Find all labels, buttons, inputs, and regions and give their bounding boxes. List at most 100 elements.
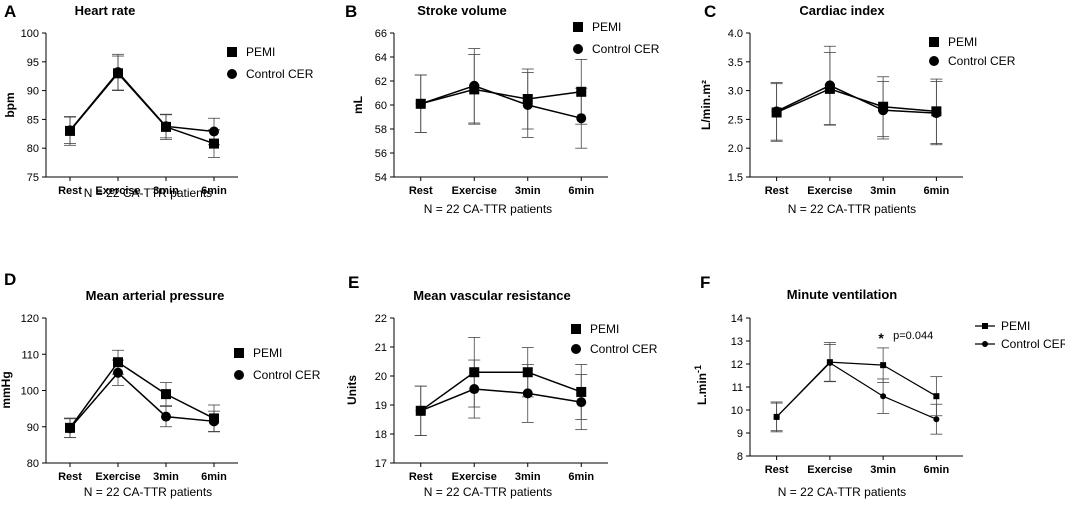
y-axis-label-text: Units — [345, 375, 359, 405]
x-tick-label: 3min — [515, 185, 541, 197]
x-tick-label: 3min — [870, 185, 896, 197]
y-tick-label: 85 — [27, 114, 39, 126]
x-tick-label: Exercise — [807, 185, 852, 197]
x-axis-label: N = 22 CA-TTR patients — [778, 485, 906, 499]
data-point-control-cer — [771, 106, 782, 117]
panel-letter: B — [345, 2, 357, 21]
chart-title: Minute ventilation — [787, 287, 898, 302]
legend: PEMI Control CER — [227, 45, 314, 81]
legend-label: PEMI — [592, 20, 621, 34]
y-tick-label: 3.5 — [728, 57, 743, 69]
data-point-control-cer — [931, 108, 942, 119]
legend-label: PEMI — [1001, 319, 1030, 333]
x-tick-label: 6min — [924, 464, 950, 476]
y-axis-label: mmHg — [0, 371, 13, 408]
y-tick-label: 4.0 — [728, 28, 743, 40]
data-point-control-cer — [576, 113, 587, 124]
y-axis-label-text: bpm — [3, 92, 17, 117]
x-tick-label: Rest — [58, 185, 82, 197]
legend-marker-control-cer — [227, 69, 237, 79]
data-point-control-cer — [933, 416, 940, 423]
data-point-control-cer — [469, 80, 480, 91]
x-tick-label: 3min — [870, 464, 896, 476]
legend-marker-control-cer — [571, 344, 581, 354]
data-point-pemi — [576, 86, 587, 97]
y-axis-label: L/min.m² — [699, 80, 713, 130]
x-tick-label: 6min — [201, 471, 227, 483]
data-point-pemi — [522, 94, 533, 104]
legend-marker-pemi — [234, 348, 244, 358]
data-point-pemi — [933, 393, 940, 400]
legend: PEMI Control CER — [573, 20, 660, 56]
data-point-control-cer — [824, 80, 835, 91]
data-point-control-cer — [113, 367, 123, 378]
y-axis-label-text: mmHg — [0, 371, 13, 408]
data-point-pemi — [161, 389, 171, 400]
x-tick-label: Rest — [409, 471, 433, 483]
panel-a: A Heart rate 75 80 85 90 95 100 Rest Exercise 3min… — [3, 2, 314, 200]
legend: PEMI Control CER — [929, 35, 1016, 68]
x-tick-label: Rest — [765, 185, 789, 197]
y-axis-label-text: L/min.m² — [699, 80, 713, 130]
legend-label: Control CER — [253, 368, 321, 382]
data-point-pemi — [209, 138, 219, 149]
data-point-control-cer — [161, 121, 171, 132]
data-point-pemi — [880, 362, 887, 369]
y-tick-label: 100 — [21, 386, 39, 398]
x-tick-label: Rest — [409, 185, 433, 197]
legend-marker-pemi — [227, 47, 237, 57]
y-tick-label: 22 — [375, 313, 387, 325]
data-point-control-cer — [209, 416, 219, 427]
y-tick-label: 58 — [375, 124, 387, 136]
y-tick-label: 2.5 — [728, 114, 743, 126]
data-point-control-cer — [576, 397, 587, 408]
panel-f: F Minute ventilation 8 9 10 11 12 13 14 Rest Exerc… — [693, 273, 1065, 499]
data-point-control-cer — [522, 388, 533, 399]
x-tick-label: Exercise — [95, 185, 140, 197]
y-axis-label: Units — [345, 375, 359, 405]
x-axis-label: N = 22 CA-TTR patients — [424, 485, 552, 499]
chart-title: Mean arterial pressure — [86, 288, 225, 303]
legend-label: PEMI — [253, 346, 282, 360]
y-tick-label: 95 — [27, 57, 39, 69]
legend-label: PEMI — [590, 322, 619, 336]
panel-letter: F — [700, 273, 710, 292]
data-point-control-cer — [826, 359, 833, 366]
data-point-pemi — [469, 367, 480, 378]
p-value-annotation: p=0.044 — [893, 330, 933, 342]
y-tick-label: 64 — [375, 52, 387, 64]
x-tick-label: 6min — [924, 185, 950, 197]
data-point-pemi — [113, 357, 123, 368]
y-tick-label: 80 — [27, 458, 39, 470]
y-tick-label: 10 — [731, 405, 743, 417]
y-tick-label: 54 — [375, 172, 387, 184]
series-line-control-cer — [776, 362, 937, 420]
panel-letter: A — [4, 2, 16, 21]
y-tick-label: 90 — [27, 86, 39, 98]
data-point-control-cer — [161, 411, 171, 422]
y-tick-label: 21 — [375, 342, 387, 354]
x-tick-label: 6min — [568, 471, 594, 483]
chart-title: Stroke volume — [417, 3, 507, 18]
data-point-control-cer — [880, 393, 887, 400]
y-tick-label: 110 — [21, 349, 39, 361]
series-line-pemi — [776, 88, 937, 114]
y-tick-label: 66 — [375, 28, 387, 40]
y-tick-label: 90 — [27, 422, 39, 434]
legend-marker-pemi — [982, 323, 988, 329]
series-line-control-cer — [69, 371, 215, 429]
series-line-control-cer — [776, 84, 937, 114]
y-axis-label-text: mL — [351, 96, 365, 114]
series-line-pemi — [69, 361, 215, 429]
data-point-pemi — [576, 386, 587, 397]
data-point-control-cer — [65, 125, 75, 136]
y-tick-label: 14 — [731, 313, 743, 325]
x-axis-label: N = 22 CA-TTR patients — [788, 202, 916, 216]
x-tick-label: Rest — [58, 471, 82, 483]
panel-b: B Stroke volume 54 56 58 60 62 64 66 Rest Exercise… — [345, 2, 660, 216]
legend-marker-pemi — [929, 37, 939, 47]
y-tick-label: 3.0 — [728, 86, 743, 98]
panel-d: D Mean arterial pressure 80 90 100 110 120 Rest… — [0, 270, 321, 499]
y-tick-label: 80 — [27, 143, 39, 155]
y-tick-label: 12 — [731, 359, 743, 371]
